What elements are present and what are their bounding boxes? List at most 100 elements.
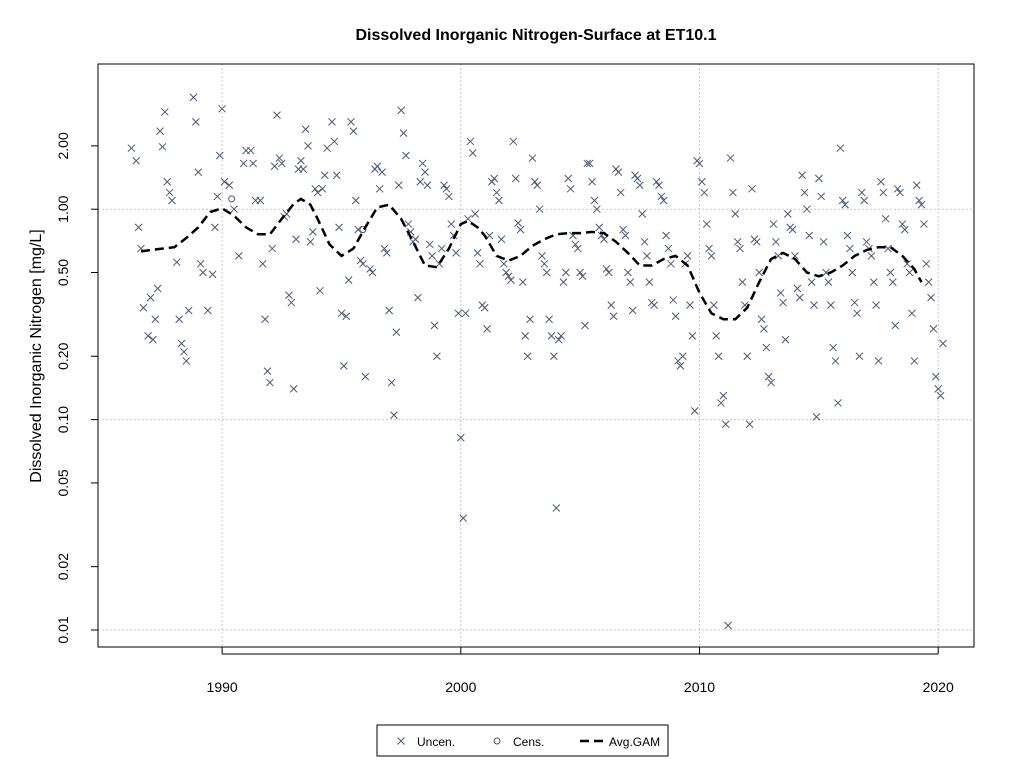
data-point <box>277 159 286 168</box>
data-point <box>767 378 775 387</box>
data-point <box>387 378 396 387</box>
data-point <box>483 324 491 333</box>
data-point <box>862 237 871 246</box>
data-point <box>817 192 826 201</box>
data-point <box>738 278 747 287</box>
data-point <box>798 171 806 180</box>
data-point <box>905 268 914 277</box>
data-point <box>289 384 298 393</box>
data-point <box>581 321 589 330</box>
data-point <box>246 146 255 155</box>
data-point <box>671 312 680 321</box>
data-point <box>261 315 269 324</box>
data-point <box>423 181 432 190</box>
data-point <box>719 391 728 400</box>
data-point <box>180 347 188 356</box>
data-point <box>151 315 160 324</box>
data-point <box>552 504 561 512</box>
legend-label: Avg.GAM <box>609 735 660 749</box>
data-point <box>800 188 809 197</box>
data-point <box>922 259 931 268</box>
data-point <box>602 265 611 273</box>
data-point <box>805 231 814 240</box>
data-point <box>196 259 205 268</box>
chart-title: Dissolved Inorganic Nitrogen-Surface at … <box>356 27 717 44</box>
x-tick-label: 1990 <box>207 679 238 695</box>
data-point <box>442 184 451 193</box>
data-point <box>320 171 329 180</box>
data-point <box>829 343 838 352</box>
data-point <box>413 293 422 302</box>
data-point <box>225 181 234 190</box>
data-point <box>939 339 947 348</box>
data-point <box>762 343 771 352</box>
data-point <box>337 309 346 318</box>
censored-point <box>228 195 236 203</box>
data-point <box>561 268 570 277</box>
data-point <box>624 268 632 277</box>
data-point <box>199 268 207 277</box>
x-tick-label: 2000 <box>445 679 476 695</box>
data-point <box>459 514 468 523</box>
data-point <box>655 181 663 190</box>
data-point <box>884 244 892 253</box>
data-point <box>621 231 630 240</box>
data-point <box>516 225 525 234</box>
data-point <box>318 184 327 193</box>
data-point <box>908 309 916 318</box>
data-point <box>428 252 437 260</box>
data-point <box>931 372 940 381</box>
data-point <box>881 214 890 223</box>
data-point <box>709 301 718 309</box>
data-point <box>888 278 897 287</box>
data-point <box>313 188 322 197</box>
data-point <box>566 184 575 193</box>
data-point <box>700 188 709 197</box>
data-point <box>158 142 167 151</box>
data-point <box>461 309 470 318</box>
data-point <box>893 184 902 193</box>
data-point <box>912 181 921 190</box>
data-point <box>165 188 174 197</box>
data-point <box>843 231 852 240</box>
data-points <box>127 93 947 630</box>
data-point <box>490 174 499 183</box>
legend-marker-uncensored <box>397 737 405 745</box>
data-point <box>585 159 594 168</box>
data-point <box>707 252 716 260</box>
data-point <box>189 93 198 102</box>
data-point <box>604 268 613 277</box>
data-point <box>270 162 279 171</box>
data-point <box>721 420 730 429</box>
data-point <box>175 315 184 324</box>
data-point <box>146 293 155 302</box>
data-point <box>454 309 463 318</box>
data-point <box>192 118 200 126</box>
data-point <box>834 399 842 407</box>
data-point <box>772 237 780 246</box>
data-point <box>559 278 568 287</box>
data-point <box>528 154 537 162</box>
data-point <box>452 249 460 257</box>
data-point <box>342 312 351 321</box>
data-point <box>638 210 647 218</box>
data-point <box>540 259 549 268</box>
data-point <box>853 309 861 318</box>
data-point <box>511 174 520 183</box>
data-point <box>182 357 191 365</box>
data-point <box>659 196 668 205</box>
data-point <box>836 144 845 153</box>
data-point <box>628 306 637 315</box>
data-point <box>678 352 687 361</box>
data-point <box>330 137 339 146</box>
data-point <box>421 168 429 177</box>
data-point <box>550 352 558 361</box>
data-point <box>163 177 172 186</box>
data-point <box>547 332 556 340</box>
data-point <box>619 225 627 234</box>
data-point <box>662 231 670 240</box>
data-point <box>378 168 386 177</box>
data-point <box>927 293 935 302</box>
data-point <box>440 181 448 190</box>
data-point <box>872 301 880 309</box>
